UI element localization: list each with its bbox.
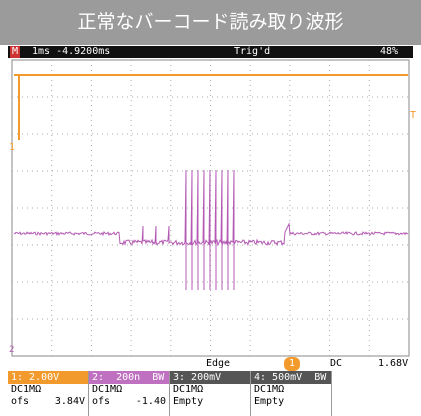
channel-scale: 1: 2.00V <box>8 371 88 384</box>
channel-state: Empty <box>251 396 331 408</box>
ch1-marker: 1 <box>9 142 15 153</box>
scope-display: 1 T 2 <box>0 0 421 416</box>
trigger-level-marker: T <box>410 110 416 121</box>
offset-label: ofs <box>92 396 110 408</box>
screen: 正常なバーコード読み取り波形 M 1ms -4.9200ms Trig'd 48… <box>0 0 421 416</box>
trigger-type: Edge <box>206 357 230 371</box>
channel-input: DC1MΩ <box>170 384 250 396</box>
channel-input: DC1MΩ <box>251 384 331 396</box>
channel-scale: 3: 200mV <box>170 371 250 384</box>
channel-scale: 2: 200n BW <box>89 371 169 384</box>
channel-scale: 4: 500mV BW <box>251 371 331 384</box>
ch2-marker: 2 <box>9 345 14 355</box>
trigger-coupling: DC <box>330 357 342 371</box>
channel-input: DC1MΩ <box>8 384 88 396</box>
offset: 3.84V <box>55 396 85 408</box>
channel-input: DC1MΩ <box>89 384 169 396</box>
channel-offset-row: ofs -1.40 <box>89 396 169 408</box>
offset-label: ofs <box>11 396 29 408</box>
offset: -1.40 <box>136 396 166 408</box>
trigger-source: 1 <box>284 357 300 371</box>
channel-state: Empty <box>170 396 250 408</box>
trigger-bar: Edge 1 DC 1.68V <box>8 357 413 371</box>
trigger-level: 1.68V <box>378 357 408 371</box>
channel-offset-row: ofs 3.84V <box>8 396 88 408</box>
